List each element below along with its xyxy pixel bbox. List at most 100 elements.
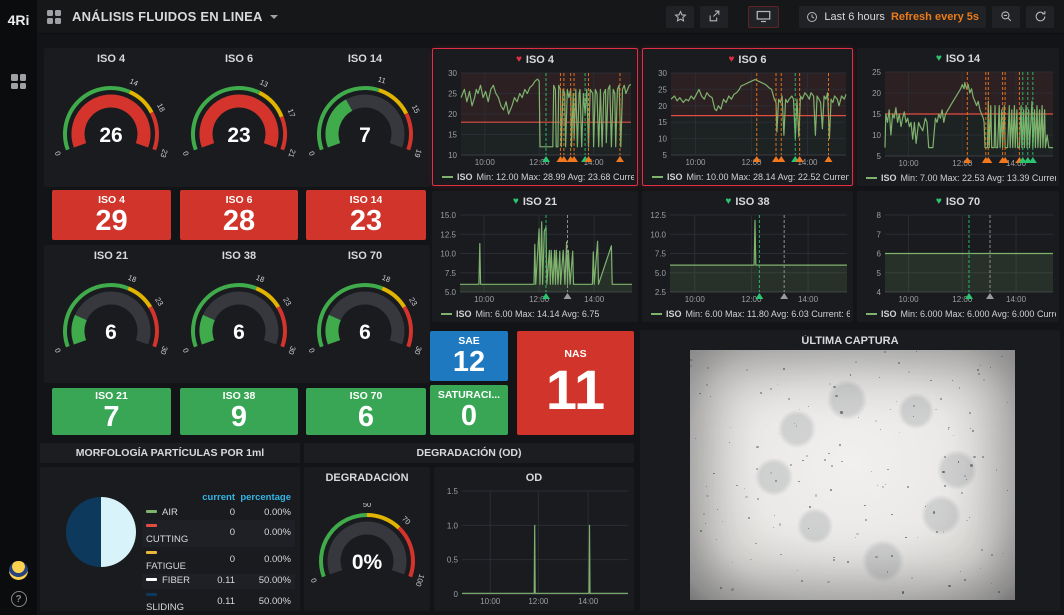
iso70-gauge[interactable]: 0 18 23 30 6 <box>300 273 430 374</box>
panel-title: OD <box>525 472 543 484</box>
svg-text:20: 20 <box>658 102 667 111</box>
stat-title: SAE <box>458 334 480 347</box>
morphology-pie-chart[interactable] <box>66 497 136 567</box>
panel-od[interactable]: OD 0 0.5 1.0 1.5 10:00 12:00 14:00 <box>434 467 634 611</box>
svg-text:17: 17 <box>286 107 297 118</box>
stat-title: SATURACI... <box>437 388 501 401</box>
panel-graph-iso14[interactable]: ♥ ISO 14 5 10 15 20 25 10:00 12:00 14:00 ISO Min:… <box>857 48 1059 186</box>
panel-gauge-iso4[interactable]: ISO 4 0 14 18 23 26 <box>44 48 178 187</box>
svg-text:8: 8 <box>877 212 882 220</box>
star-dashboard-button[interactable] <box>666 5 695 28</box>
stat-value: 7 <box>103 401 120 434</box>
stat-title: ISO 4 <box>98 193 125 206</box>
svg-text:12:00: 12:00 <box>528 597 549 606</box>
svg-text:23: 23 <box>158 148 169 159</box>
panel-degradation-gauge[interactable]: DEGRADACIÓN 0 50 70 100 0% <box>304 467 430 611</box>
row-header-morphology[interactable]: MORFOLOGÍA PARTÍCULAS POR 1ml <box>40 443 300 463</box>
panel-gauge-iso38[interactable]: ISO 38 0 18 23 30 6 <box>172 245 306 383</box>
svg-text:6: 6 <box>359 321 371 344</box>
morphology-legend-row: FATIGUE 0 0.00% <box>142 547 295 574</box>
dashboard-title[interactable]: ANÁLISIS FLUIDOS EN LINEA <box>72 9 263 24</box>
svg-text:50: 50 <box>363 503 371 509</box>
panel-title: ÚLTIMA CAPTURA <box>801 335 899 347</box>
row-header-degradation[interactable]: DEGRADACIÓN (OD) <box>304 443 634 463</box>
svg-text:0: 0 <box>53 347 63 354</box>
iso21-gauge[interactable]: 0 18 23 30 6 <box>44 273 178 374</box>
panel-morphology[interactable]: current percentage AIR 0 0.00% CUTTING 0 0.00% F… <box>40 467 300 613</box>
svg-text:12:00: 12:00 <box>952 295 973 304</box>
panel-title: ISO 4 <box>525 54 555 66</box>
iso6-gauge[interactable]: 0 13 17 21 23 <box>172 76 306 177</box>
panel-title: ISO 70 <box>945 196 981 208</box>
stat-iso14[interactable]: ISO 14 23 <box>306 190 426 240</box>
chevron-down-icon[interactable] <box>269 14 278 19</box>
org-logo[interactable]: 4Ri <box>7 12 30 28</box>
zoom-out-button[interactable] <box>992 5 1020 28</box>
panel-gauge-iso21[interactable]: ISO 21 0 18 23 30 6 <box>44 245 178 383</box>
panel-graph-iso38[interactable]: ♥ ISO 38 2.5 5.0 7.5 10.0 12.5 10:00 12:00 14:00… <box>642 191 853 322</box>
iso4-gauge[interactable]: 0 14 18 23 26 <box>44 76 178 177</box>
time-range-label: Last 6 hours <box>824 10 885 23</box>
svg-text:0: 0 <box>307 347 317 354</box>
svg-text:11: 11 <box>377 76 387 86</box>
iso38-timeseries-chart[interactable]: 2.5 5.0 7.5 10.0 12.5 10:00 12:00 14:00 <box>644 211 851 305</box>
stat-iso6[interactable]: ISO 6 28 <box>180 190 298 240</box>
iso4-timeseries-chart[interactable]: 10 15 20 25 30 10:00 12:00 14:00 <box>435 69 635 168</box>
iso70-timeseries-chart[interactable]: 4 5 6 7 8 10:00 12:00 14:00 <box>859 211 1057 305</box>
panel-last-capture[interactable]: ÚLTIMA CAPTURA <box>640 330 1060 611</box>
panel-gauge-iso70[interactable]: ISO 70 0 18 23 30 6 <box>300 245 430 383</box>
panel-graph-iso4[interactable]: ♥ ISO 4 10 15 20 25 30 10:00 12:00 14:00 ISO Min:… <box>432 48 638 186</box>
alert-heart-icon: ♥ <box>728 54 735 65</box>
cycle-view-mode-button[interactable] <box>748 5 780 28</box>
iso14-gauge[interactable]: 0 11 15 19 7 <box>300 75 430 177</box>
iso6-timeseries-chart[interactable]: 5 10 15 20 25 30 10:00 12:00 14:00 <box>645 69 850 168</box>
svg-text:30: 30 <box>286 345 297 356</box>
refresh-interval-label[interactable]: Refresh every 5s <box>890 10 979 23</box>
svg-text:14:00: 14:00 <box>578 597 599 606</box>
stat-title: NAS <box>564 347 587 360</box>
help-icon[interactable]: ? <box>10 591 27 607</box>
time-picker-button[interactable]: Last 6 hours Refresh every 5s <box>799 5 986 28</box>
capture-image <box>690 350 1015 600</box>
panel-title: ISO 14 <box>347 53 383 65</box>
stat-nas[interactable]: NAS 11 <box>517 331 634 435</box>
stat-iso70[interactable]: ISO 70 6 <box>306 388 426 435</box>
iso21-timeseries-chart[interactable]: 5.0 7.5 10.0 12.5 15.0 10:00 12:00 14:00 <box>434 211 636 305</box>
svg-text:12:00: 12:00 <box>741 158 762 167</box>
panel-gauge-iso6[interactable]: ISO 6 0 13 17 21 23 <box>172 48 306 187</box>
od-timeseries-chart[interactable]: 0 0.5 1.0 1.5 10:00 12:00 14:00 <box>436 487 632 607</box>
svg-text:6: 6 <box>233 321 245 344</box>
iso14-timeseries-chart[interactable]: 5 10 15 20 25 10:00 12:00 14:00 <box>859 68 1057 169</box>
panel-title: ISO 38 <box>735 196 770 208</box>
panel-title: DEGRADACIÓN <box>325 472 409 484</box>
stat-value: 0 <box>460 399 478 432</box>
stat-saturation[interactable]: SATURACI... 0 <box>430 385 508 435</box>
svg-text:18: 18 <box>255 273 266 284</box>
dashboard-icon[interactable] <box>47 9 61 24</box>
panel-title: ISO 4 <box>96 53 126 65</box>
svg-text:23: 23 <box>407 296 419 308</box>
stat-iso4[interactable]: ISO 4 29 <box>52 190 171 240</box>
svg-text:23: 23 <box>153 296 165 308</box>
panel-graph-iso21[interactable]: ♥ ISO 21 5.0 7.5 10.0 12.5 15.0 10:00 12:00 14:0… <box>432 191 638 322</box>
stat-sae[interactable]: SAE 12 <box>430 331 508 381</box>
dashboards-icon[interactable] <box>11 74 26 89</box>
stat-iso38[interactable]: ISO 38 9 <box>180 388 298 435</box>
svg-text:10.0: 10.0 <box>440 250 456 259</box>
user-avatar[interactable] <box>9 561 28 580</box>
share-dashboard-button[interactable] <box>700 5 729 28</box>
svg-text:0: 0 <box>454 590 459 599</box>
refresh-button[interactable] <box>1026 5 1054 28</box>
stat-title: ISO 38 <box>222 390 256 403</box>
morphology-legend-row: AIR 0 0.00% <box>142 506 295 521</box>
alert-heart-icon: ♥ <box>515 54 522 65</box>
degradation-gauge[interactable]: 0 50 70 100 0% <box>304 500 430 604</box>
stat-value: 28 <box>222 204 256 237</box>
panel-graph-iso70[interactable]: ♥ ISO 70 4 5 6 7 8 10:00 12:00 14:00 ISO Min: 6.0… <box>857 191 1059 322</box>
svg-text:5.0: 5.0 <box>445 288 457 297</box>
iso38-gauge[interactable]: 0 18 23 30 6 <box>172 273 306 374</box>
panel-gauge-iso14[interactable]: ISO 14 0 11 15 19 7 <box>300 48 430 187</box>
stat-iso21[interactable]: ISO 21 7 <box>52 388 171 435</box>
series-swatch <box>651 312 662 315</box>
panel-graph-iso6[interactable]: ♥ ISO 6 5 10 15 20 25 30 10:00 12:00 14:00 ISO Min… <box>642 48 853 186</box>
